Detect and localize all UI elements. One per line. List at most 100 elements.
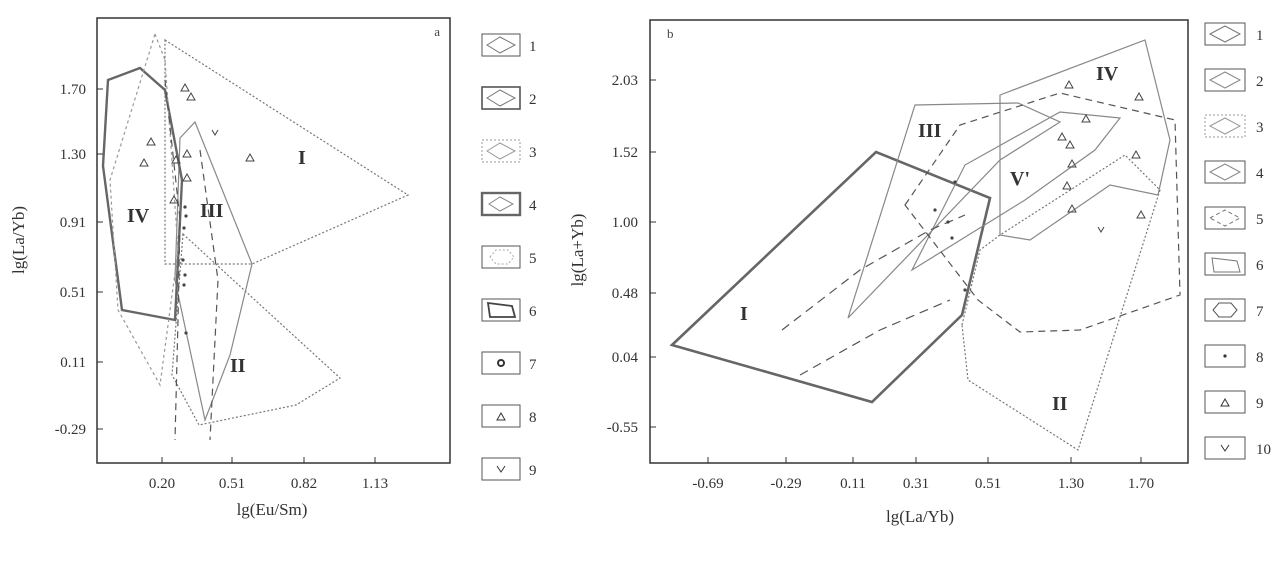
a-legend-swatch (481, 351, 521, 375)
b-legend-swatch-shape (1208, 71, 1242, 89)
a-legend-label: 9 (529, 463, 537, 479)
b-legend-item: 4 (1204, 160, 1264, 184)
a-legend-swatch (481, 404, 521, 428)
b-legend-swatch (1204, 298, 1246, 322)
a-legend-label: 5 (529, 251, 537, 267)
panel-a-xtick-marks (161, 457, 376, 463)
b-region-IV (999, 39, 1171, 241)
a-xlabel: lg(Eu/Sm) (237, 500, 308, 519)
panel-b-triangles (1057, 79, 1146, 219)
b-legend-swatch (1204, 114, 1246, 138)
a-region-III (174, 120, 253, 423)
a-triangle-mark (182, 172, 192, 182)
b-xtick: -0.69 (692, 476, 723, 492)
a-legend-swatch (481, 139, 521, 163)
b-ytick: 2.03 (612, 73, 638, 89)
a-legend-label: 4 (529, 198, 537, 214)
a-label-II: II (230, 355, 246, 377)
a-label-IV: IV (127, 205, 150, 227)
panel-b-legend: 1 2 3 4 5 (1204, 22, 1271, 460)
b-triangle-mark (1067, 203, 1077, 213)
b-region-V (910, 111, 1122, 272)
a-dot-mark (182, 283, 186, 287)
b-xtick: 0.11 (840, 476, 866, 492)
a-region-dotted (109, 32, 179, 387)
a-dot-mark (181, 258, 185, 262)
a-region-IV (101, 66, 184, 322)
a-triangle-mark (169, 194, 179, 204)
b-ytick: -0.55 (607, 420, 638, 436)
a-region-II (171, 232, 341, 426)
b-dot-mark (963, 288, 967, 292)
a-legend-swatch (481, 298, 521, 322)
a-ytick: 1.30 (60, 147, 86, 163)
a-legend-swatch (481, 457, 521, 481)
a-legend-swatch-shape (486, 301, 517, 318)
b-legend-label: 9 (1256, 396, 1264, 412)
panel-a-triangles (139, 82, 255, 204)
a-legend-swatch-shape (496, 411, 506, 421)
b-legend-swatch (1204, 22, 1246, 46)
b-dashed-line (799, 299, 951, 376)
a-triangle-mark (186, 91, 196, 101)
panel-b-xtick-marks (707, 457, 1142, 463)
b-region-II (961, 154, 1161, 451)
b-triangle-mark (1136, 209, 1146, 219)
b-legend-swatch-shape (1208, 25, 1242, 43)
b-triangle-mark (1081, 113, 1091, 123)
a-dot-mark (183, 273, 187, 277)
b-dot-mark (946, 220, 950, 224)
a-legend-label: 1 (529, 39, 537, 55)
a-dashed-line-1 (164, 79, 181, 441)
b-triangle-mark (1062, 180, 1072, 190)
b-ytick: 1.00 (612, 215, 638, 231)
b-legend-swatch (1204, 68, 1246, 92)
a-legend-swatch-shape (486, 142, 517, 160)
b-triangle-mark (1131, 149, 1141, 159)
a-legend-swatch (481, 86, 521, 110)
b-legend-item: 5 (1204, 206, 1264, 230)
a-legend-swatch (481, 245, 521, 269)
b-ytick: 0.48 (612, 286, 638, 302)
b-triangle-mark (1064, 79, 1074, 89)
b-legend-swatch-shape (1208, 117, 1242, 135)
b-dashed-line (781, 214, 966, 331)
a-triangle-mark (245, 152, 255, 162)
a-legend-swatch-shape (497, 359, 505, 367)
a-legend-label: 8 (529, 410, 537, 426)
b-legend-label: 8 (1256, 350, 1264, 366)
panel-b-dots (933, 180, 967, 292)
b-xtick: 1.30 (1058, 476, 1084, 492)
panel-b: b (568, 19, 1271, 526)
b-legend-item: 3 (1204, 114, 1264, 138)
a-legend-swatch-shape (486, 89, 517, 107)
a-ytick: -0.29 (55, 422, 86, 438)
b-legend-label: 6 (1256, 258, 1264, 274)
a-xtick: 0.51 (219, 476, 245, 492)
a-triangle-mark (182, 148, 192, 158)
a-legend-swatch (480, 191, 522, 217)
panel-b-letter: b (667, 26, 674, 41)
panel-b-regions (669, 39, 1181, 451)
b-legend-swatch (1204, 344, 1246, 368)
a-legend-swatch-shape (489, 249, 515, 265)
a-legend-item: 2 (481, 86, 537, 110)
b-region-dashed (904, 92, 1181, 333)
a-region-I (164, 38, 410, 265)
a-triangle-mark (139, 157, 149, 167)
a-xtick: 0.20 (149, 476, 175, 492)
b-dot-mark (933, 208, 937, 212)
b-legend-item: 8 (1204, 344, 1264, 368)
panel-a-ytick-marks (97, 88, 103, 430)
b-legend-swatch-shape (1220, 444, 1230, 452)
a-legend-item: 7 (481, 351, 537, 375)
a-legend-item: 4 (480, 191, 537, 217)
b-legend-label: 4 (1256, 166, 1264, 182)
panel-a-legend: 1 2 3 4 5 (480, 33, 537, 481)
a-triangle-mark (171, 154, 181, 164)
a-legend-item: 9 (481, 457, 537, 481)
b-label-V: V' (1010, 168, 1030, 190)
a-ytick: 1.70 (60, 82, 86, 98)
b-v-mark (1097, 226, 1105, 233)
b-legend-swatch (1204, 390, 1246, 414)
